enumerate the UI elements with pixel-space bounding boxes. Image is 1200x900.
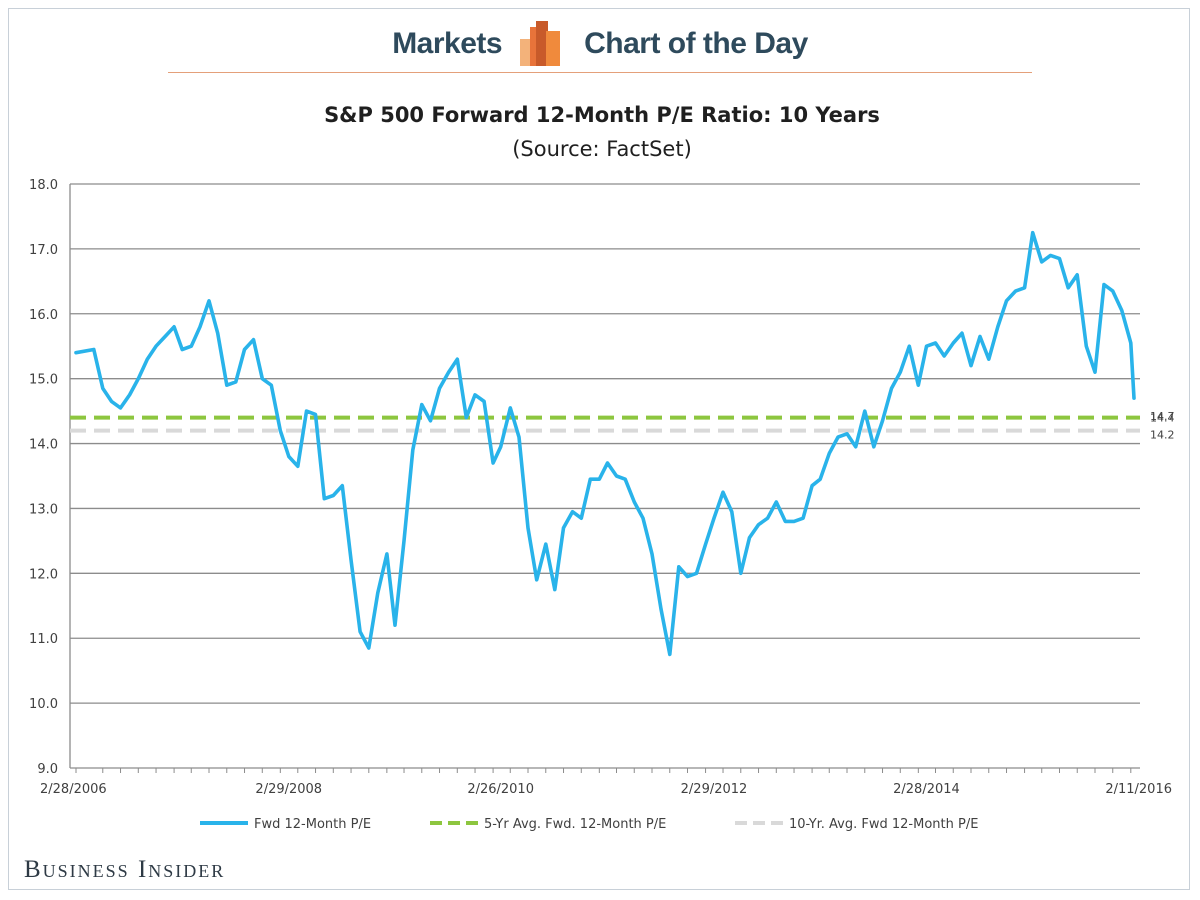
y-tick-label: 9.0 — [37, 762, 58, 777]
header-markets: Markets — [392, 27, 503, 60]
x-tick-label: 2/29/2008 — [255, 782, 322, 797]
header-chart-of-the-day: Chart of the Day — [584, 27, 808, 60]
end-value-label: 14.4 — [1150, 412, 1175, 425]
y-tick-label: 11.0 — [29, 632, 58, 647]
x-tick-label: 2/26/2010 — [467, 782, 534, 797]
header-bar: Markets Chart of the Day — [0, 18, 1200, 70]
y-tick-label: 10.0 — [29, 697, 58, 712]
end-value-label: 14.7 — [1150, 410, 1175, 423]
legend-label: Fwd 12-Month P/E — [254, 817, 371, 832]
y-tick-label: 14.0 — [29, 438, 58, 453]
legend-label: 10-Yr. Avg. Fwd 12-Month P/E — [789, 817, 978, 832]
y-tick-label: 12.0 — [29, 567, 58, 582]
business-insider-brand: Business Insider — [24, 856, 226, 883]
header-divider — [168, 72, 1032, 73]
legend-label: 5-Yr Avg. Fwd. 12-Month P/E — [484, 817, 666, 832]
x-tick-label: 2/28/2014 — [893, 782, 960, 797]
x-tick-label: 2/11/2016 — [1105, 782, 1172, 797]
chart-title: S&P 500 Forward 12-Month P/E Ratio: 10 Y… — [324, 103, 880, 127]
chart-subtitle: (Source: FactSet) — [512, 137, 692, 161]
y-tick-label: 16.0 — [29, 308, 58, 323]
y-tick-label: 13.0 — [29, 502, 58, 517]
chart-of-the-day-logo — [520, 21, 566, 67]
end-value-label: 14.2 — [1150, 429, 1175, 442]
chart-frame — [8, 8, 1190, 890]
y-tick-label: 17.0 — [29, 243, 58, 258]
y-tick-label: 18.0 — [29, 178, 58, 193]
fwd-pe-series-line — [74, 230, 1136, 657]
x-tick-label: 2/28/2006 — [40, 782, 107, 797]
y-tick-label: 15.0 — [29, 373, 58, 388]
x-tick-label: 2/29/2012 — [681, 782, 748, 797]
